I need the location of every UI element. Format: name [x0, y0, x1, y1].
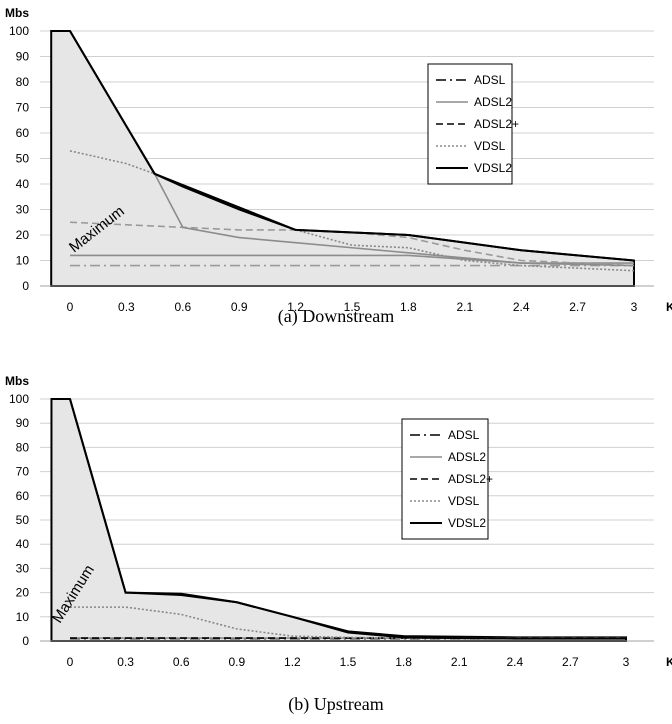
y-tick-label: 80: [16, 440, 30, 454]
x-tick-label: 1.2: [284, 655, 301, 669]
x-tick-label: 1.8: [400, 300, 417, 314]
legend-entry: ADSL2: [474, 95, 512, 109]
y-tick-label: 60: [16, 489, 30, 503]
y-tick-label: 80: [16, 75, 30, 89]
legend-entry: VDSL2: [474, 161, 512, 175]
series-line-vdsl: [69, 150, 635, 272]
x-tick-label: 0.3: [117, 655, 134, 669]
x-tick-label: 0.3: [118, 300, 135, 314]
y-tick-label: 100: [9, 24, 29, 38]
y-tick-label: 70: [16, 101, 30, 115]
y-tick-label: 90: [16, 50, 30, 64]
x-tick-label: 1.2: [287, 300, 304, 314]
y-axis-title: Mbs: [5, 374, 29, 388]
y-tick-label: 100: [9, 392, 29, 406]
y-tick-label: 20: [16, 586, 30, 600]
upstream-caption: (b) Upstream: [288, 694, 384, 714]
x-tick-label: 0: [67, 300, 74, 314]
legend-entry: ADSL: [474, 73, 506, 87]
x-tick-label: 3: [623, 655, 630, 669]
y-tick-label: 70: [16, 465, 30, 479]
downstream-chart: Mbs 0 10 20 30 40 50 60 70 80 90 100 0 0.3 0.6 0.9 1.2 1.…: [5, 6, 672, 314]
series-line-vdsl2: [69, 30, 635, 262]
legend-entry: ADSL2+: [474, 117, 519, 131]
y-tick-label: 30: [16, 203, 30, 217]
downstream-caption: (a) Downstream: [277, 306, 395, 326]
legend-entry: VDSL: [448, 494, 480, 508]
x-tick-label: 2.7: [569, 300, 586, 314]
y-tick-label: 20: [16, 228, 30, 242]
x-tick-label: 0.9: [228, 655, 245, 669]
x-tick-label: 2.7: [562, 655, 579, 669]
legend-entry: ADSL2+: [448, 472, 493, 486]
y-tick-label: 40: [16, 177, 30, 191]
x-tick-label: 0.6: [174, 300, 191, 314]
x-tick-label: 2.4: [506, 655, 523, 669]
series-line-vdsl: [70, 606, 626, 640]
y-axis-title: Mbs: [5, 6, 29, 20]
legend-entry: VDSL: [474, 139, 506, 153]
y-tick-label: 90: [16, 416, 30, 430]
x-tick-label: 0.6: [173, 655, 190, 669]
legend-entry: ADSL2: [448, 450, 486, 464]
x-axis-title: KM: [666, 655, 672, 669]
legend-entry: ADSL: [448, 428, 480, 442]
series-line-vdsl2: [69, 398, 626, 640]
x-tick-label: 0.9: [231, 300, 248, 314]
y-tick-label: 10: [16, 610, 30, 624]
upstream-chart-panel: Mbs 0 10 20 30 40 50 60 70 80 90 100 0 0.3 0.6 0.9 1.2 1.…: [0, 362, 672, 724]
legend-entry: VDSL2: [448, 516, 486, 530]
x-tick-label: 0: [67, 655, 74, 669]
y-tick-label: 30: [16, 561, 30, 575]
y-tick-label: 10: [16, 254, 30, 268]
x-tick-label: 2.1: [456, 300, 473, 314]
x-tick-label: 1.5: [344, 300, 361, 314]
x-tick-label: 1.5: [340, 655, 357, 669]
y-tick-label: 0: [22, 634, 29, 648]
x-axis-title: KM: [666, 300, 672, 314]
y-tick-label: 50: [16, 152, 30, 166]
y-tick-label: 0: [22, 279, 29, 293]
legend: ADSL ADSL2 ADSL2+ VDSL VDSL2: [427, 63, 519, 185]
series-line-adsl2plus: [69, 221, 635, 267]
y-tick-label: 60: [16, 126, 30, 140]
x-tick-label: 1.8: [395, 655, 412, 669]
x-tick-label: 3: [631, 300, 638, 314]
y-tick-label: 40: [16, 537, 30, 551]
x-tick-label: 2.4: [513, 300, 530, 314]
legend: ADSL ADSL2 ADSL2+ VDSL VDSL2: [401, 418, 493, 540]
y-tick-label: 50: [16, 513, 30, 527]
downstream-chart-panel: Mbs 0 10 20 30 40 50 60 70 80 90 100 0 0.3 0.6 0.9 1.2 1.…: [5, 6, 672, 326]
upstream-chart: Mbs 0 10 20 30 40 50 60 70 80 90 100 0 0.3 0.6 0.9 1.2 1.…: [5, 374, 672, 669]
x-tick-label: 2.1: [451, 655, 468, 669]
series-line-adsl2: [153, 173, 635, 267]
